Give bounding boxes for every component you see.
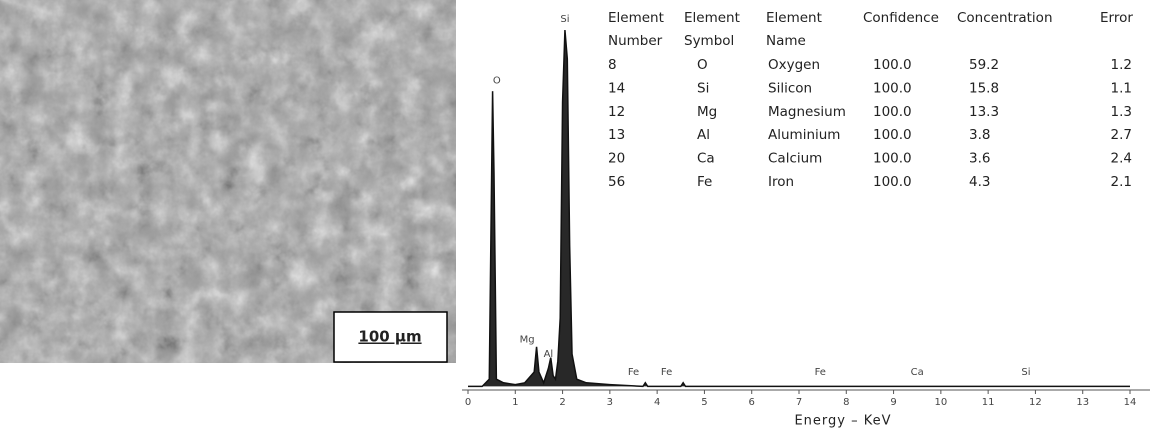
peak-label: Fe <box>815 367 826 378</box>
figure: 100 µm 01234567891011121314Energy – KeVO… <box>0 0 1151 436</box>
table-cell: Silicon <box>768 80 812 96</box>
table-header: Number <box>608 33 663 49</box>
table-cell: 56 <box>608 174 625 190</box>
table-cell: Mg <box>697 104 717 120</box>
peak-label: Si <box>1021 367 1030 378</box>
table-cell: 3.8 <box>969 127 990 143</box>
x-tick-label: 5 <box>701 397 707 408</box>
x-tick-label: 11 <box>982 397 995 408</box>
table-cell: Al <box>697 127 710 143</box>
peak-label: O <box>493 75 501 86</box>
x-tick-label: 13 <box>1076 397 1089 408</box>
x-tick-label: 4 <box>654 397 660 408</box>
x-tick-label: 2 <box>559 397 565 408</box>
table-cell: 8 <box>608 57 617 73</box>
table-cell: 59.2 <box>969 57 999 73</box>
peak-label: Fe <box>661 367 672 378</box>
table-header: Symbol <box>684 33 734 49</box>
table-cell: Magnesium <box>768 104 846 120</box>
table-cell: 15.8 <box>969 80 999 96</box>
x-tick-label: 0 <box>465 397 471 408</box>
table-header: Error <box>1100 10 1133 26</box>
table-cell: O <box>697 57 708 73</box>
peak-label: Fe <box>628 367 639 378</box>
table-cell: 13 <box>608 127 625 143</box>
table-cell: 2.1 <box>1111 174 1132 190</box>
x-tick-label: 3 <box>607 397 613 408</box>
table-cell: 13.3 <box>969 104 999 120</box>
x-tick-label: 1 <box>512 397 518 408</box>
x-tick-label: 6 <box>749 397 755 408</box>
peak-label: Al <box>544 349 554 360</box>
table-cell: Fe <box>697 174 712 190</box>
table-cell: 12 <box>608 104 625 120</box>
table-cell: 20 <box>608 151 625 167</box>
x-tick-label: 7 <box>796 397 802 408</box>
sem-image: 100 µm <box>0 0 456 363</box>
table-cell: Ca <box>697 151 715 167</box>
x-tick-label: 12 <box>1029 397 1042 408</box>
table-cell: 3.6 <box>969 151 990 167</box>
x-tick-label: 9 <box>890 397 896 408</box>
peak-label: Ca <box>911 367 924 378</box>
table-header: Element <box>608 10 664 26</box>
x-tick-label: 8 <box>843 397 849 408</box>
table-cell: 100.0 <box>873 151 912 167</box>
table-cell: 100.0 <box>873 104 912 120</box>
table-cell: 1.3 <box>1111 104 1132 120</box>
x-axis-label: Energy – KeV <box>794 414 891 429</box>
table-cell: 2.7 <box>1111 127 1132 143</box>
table-cell: 100.0 <box>873 174 912 190</box>
table-cell: 100.0 <box>873 57 912 73</box>
table-header: Name <box>766 33 806 49</box>
table-header: Confidence <box>863 10 939 26</box>
table-cell: 14 <box>608 80 625 96</box>
table-cell: 1.1 <box>1111 80 1132 96</box>
x-tick-label: 10 <box>934 397 947 408</box>
peak-label: Si <box>560 14 569 25</box>
table-header: Element <box>684 10 740 26</box>
table-cell: Calcium <box>768 151 822 167</box>
table-cell: Aluminium <box>768 127 840 143</box>
table-cell: Oxygen <box>768 57 820 73</box>
table-header: Element <box>766 10 822 26</box>
table-header: Concentration <box>957 10 1053 26</box>
table-cell: 100.0 <box>873 80 912 96</box>
table-cell: 100.0 <box>873 127 912 143</box>
table-cell: Si <box>697 80 709 96</box>
peak-label: Mg <box>520 335 535 346</box>
table-cell: 1.2 <box>1111 57 1132 73</box>
element-table: Element Number Element Symbol Element Name Con… <box>608 10 1133 190</box>
table-cell: 2.4 <box>1111 151 1132 167</box>
x-tick-label: 14 <box>1124 397 1137 408</box>
table-cell: 4.3 <box>969 174 990 190</box>
scale-bar-label: 100 µm <box>358 328 421 346</box>
table-cell: Iron <box>768 174 794 190</box>
